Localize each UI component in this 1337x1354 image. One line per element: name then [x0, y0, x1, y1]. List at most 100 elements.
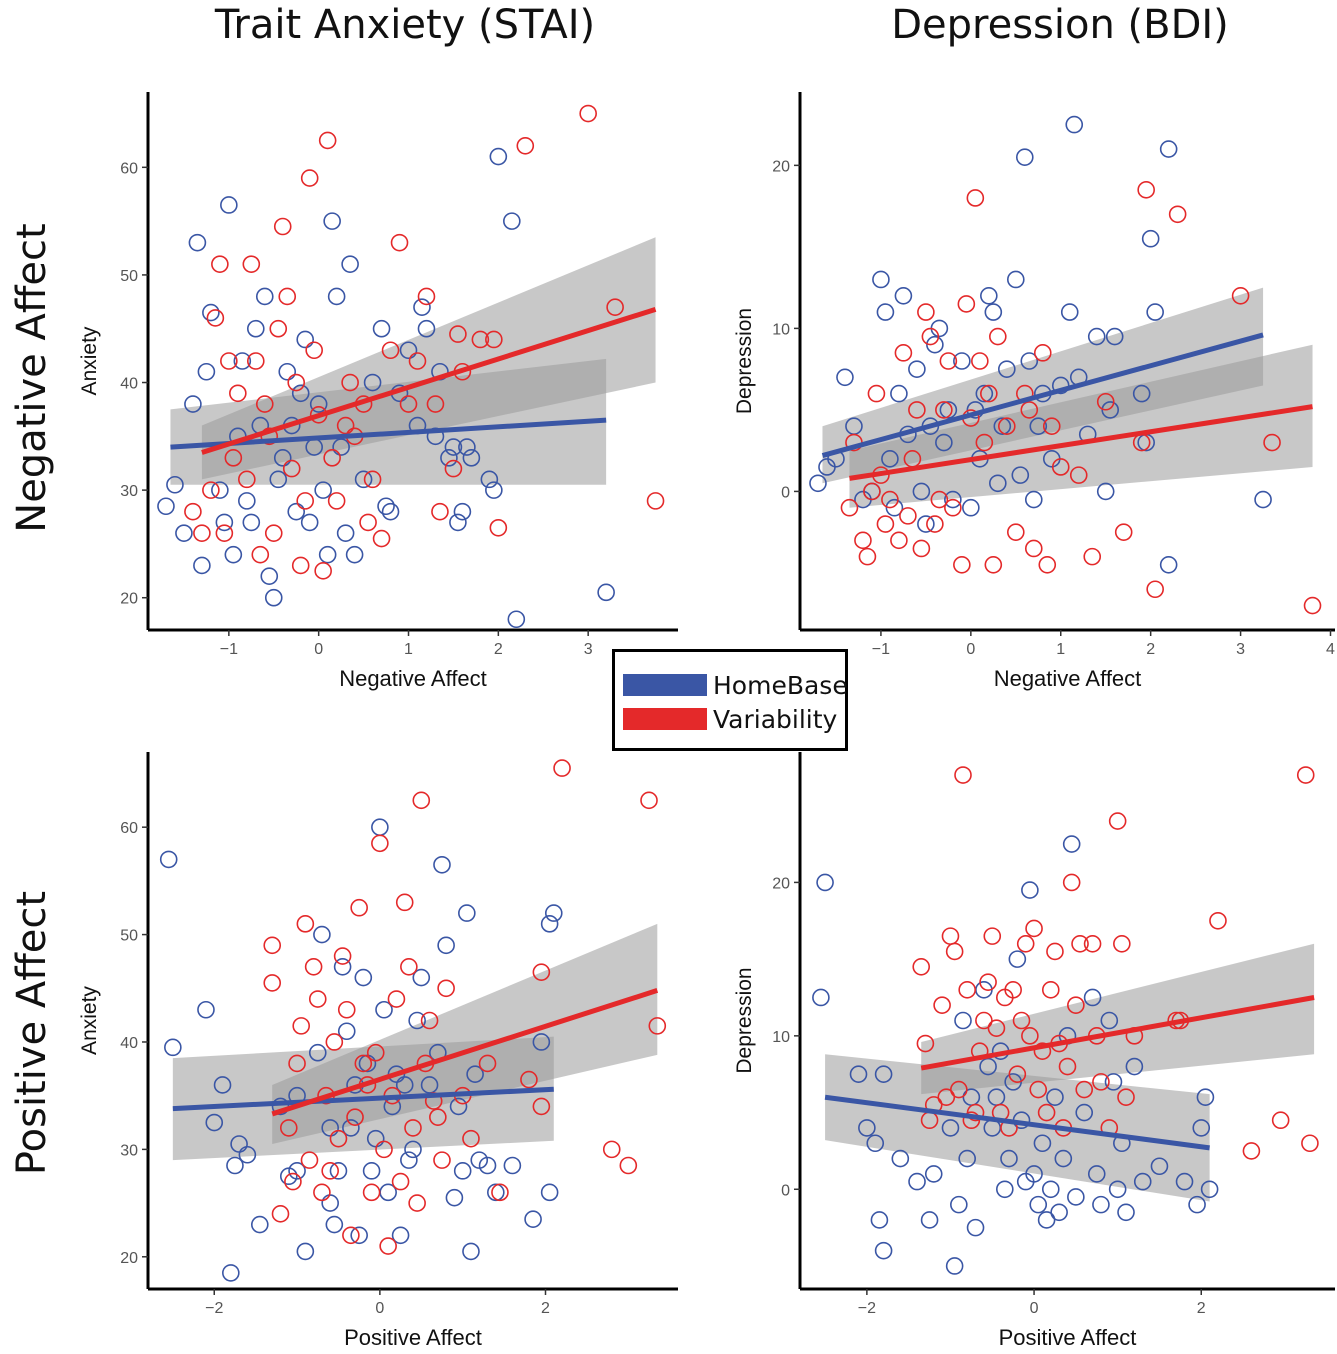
data-point-homebase	[920, 1211, 939, 1229]
data-point-variability	[1033, 1042, 1052, 1060]
data-point-homebase	[400, 1151, 418, 1169]
x-tick-label: 2	[494, 641, 503, 658]
data-point-homebase	[202, 303, 220, 322]
data-point-variability	[431, 502, 449, 521]
data-point-homebase	[1000, 1149, 1018, 1168]
data-point-homebase	[926, 335, 944, 354]
data-point-homebase	[1020, 352, 1039, 370]
data-point-homebase	[433, 855, 451, 874]
data-point-variability	[916, 1034, 935, 1053]
data-point-homebase	[1075, 1103, 1094, 1122]
data-point-homebase	[1011, 466, 1030, 484]
data-point-variability	[1006, 523, 1025, 541]
data-point-homebase	[233, 352, 252, 370]
y-tick-label: 20	[772, 875, 790, 892]
data-point-variability	[840, 498, 859, 517]
data-point-variability	[238, 470, 256, 489]
data-point-variability	[980, 384, 998, 403]
data-point-homebase	[175, 524, 193, 542]
data-point-homebase	[1054, 1149, 1073, 1168]
data-point-variability	[966, 1103, 985, 1122]
data-point-homebase	[962, 498, 980, 517]
data-point-variability	[387, 990, 406, 1008]
data-point-variability	[437, 979, 455, 998]
data-point-homebase	[876, 303, 895, 321]
data-point-homebase	[487, 1183, 505, 1202]
data-point-homebase	[273, 449, 292, 467]
data-point-variability	[273, 217, 292, 236]
y-axis-label: Anxiety	[78, 986, 101, 1055]
data-point-variability	[989, 327, 1007, 346]
data-point-homebase	[1196, 1088, 1215, 1107]
data-point-variability	[287, 373, 306, 392]
data-point-variability	[1025, 919, 1043, 938]
fit-line-homebase	[821, 332, 1264, 458]
data-point-homebase	[453, 502, 472, 521]
data-point-homebase	[449, 1097, 468, 1116]
data-point-variability	[602, 1140, 621, 1159]
data-point-homebase	[332, 438, 350, 456]
data-point-homebase	[966, 1218, 985, 1237]
data-point-variability	[1062, 873, 1081, 892]
y-axis-label: Depression	[733, 967, 756, 1073]
data-point-variability	[1092, 1073, 1110, 1091]
data-point-variability	[899, 507, 917, 525]
data-point-homebase	[1083, 988, 1102, 1007]
data-point-variability	[1051, 458, 1070, 476]
data-point-homebase	[395, 1076, 414, 1094]
y-tick-label: 40	[120, 376, 138, 393]
data-point-variability	[1117, 1088, 1135, 1107]
data-point-variability	[1024, 539, 1043, 558]
data-point-homebase	[399, 341, 418, 360]
legend-swatch-homebase	[623, 674, 707, 696]
data-point-variability	[391, 1172, 410, 1191]
data-point-homebase	[350, 1226, 368, 1245]
data-point-homebase	[466, 1065, 484, 1084]
data-point-variability	[381, 341, 400, 360]
data-point-variability	[619, 1156, 638, 1175]
y-tick-label: 20	[120, 591, 138, 608]
data-point-variability	[449, 325, 467, 343]
data-point-variability	[1033, 344, 1052, 362]
legend-item-variability: Variability	[623, 704, 837, 734]
data-point-variability	[1083, 934, 1102, 953]
data-point-homebase	[264, 588, 283, 607]
data-point-variability	[1029, 1080, 1048, 1099]
data-point-variability	[325, 1033, 344, 1051]
data-point-variability	[1075, 1080, 1094, 1099]
data-point-variability	[1058, 1057, 1077, 1076]
data-point-variability	[954, 766, 972, 784]
y-tick-label: 20	[772, 158, 790, 175]
data-point-homebase	[540, 1183, 559, 1202]
data-point-homebase	[944, 490, 962, 509]
data-point-homebase	[345, 545, 364, 564]
data-point-homebase	[812, 988, 830, 1007]
x-tick-label: −1	[220, 641, 238, 658]
data-point-variability	[1168, 205, 1187, 224]
data-point-homebase	[989, 474, 1007, 493]
legend-item-homebase: HomeBase	[623, 670, 848, 700]
data-point-variability	[858, 547, 877, 566]
data-point-variability	[471, 330, 490, 349]
data-point-homebase	[597, 583, 615, 602]
x-tick-label: 0	[1030, 1300, 1039, 1317]
data-point-homebase	[503, 1156, 522, 1175]
data-point-homebase	[908, 1172, 926, 1191]
data-point-variability	[532, 1097, 551, 1116]
data-point-variability	[579, 104, 597, 123]
data-point-homebase	[532, 1033, 551, 1051]
data-point-homebase	[377, 497, 395, 516]
data-point-variability	[1242, 1142, 1261, 1160]
data-point-variability	[220, 352, 238, 370]
data-point-variability	[520, 1070, 538, 1089]
data-point-variability	[987, 1019, 1006, 1037]
data-point-homebase	[408, 1011, 426, 1030]
data-point-homebase	[250, 1215, 269, 1234]
data-point-homebase	[246, 319, 265, 338]
data-point-homebase	[1067, 1188, 1085, 1206]
fit-line-homebase	[172, 1086, 554, 1112]
data-point-variability	[1069, 466, 1088, 484]
data-point-homebase	[372, 319, 391, 338]
data-point-homebase	[480, 470, 499, 489]
y-tick-label: 0	[781, 484, 790, 501]
